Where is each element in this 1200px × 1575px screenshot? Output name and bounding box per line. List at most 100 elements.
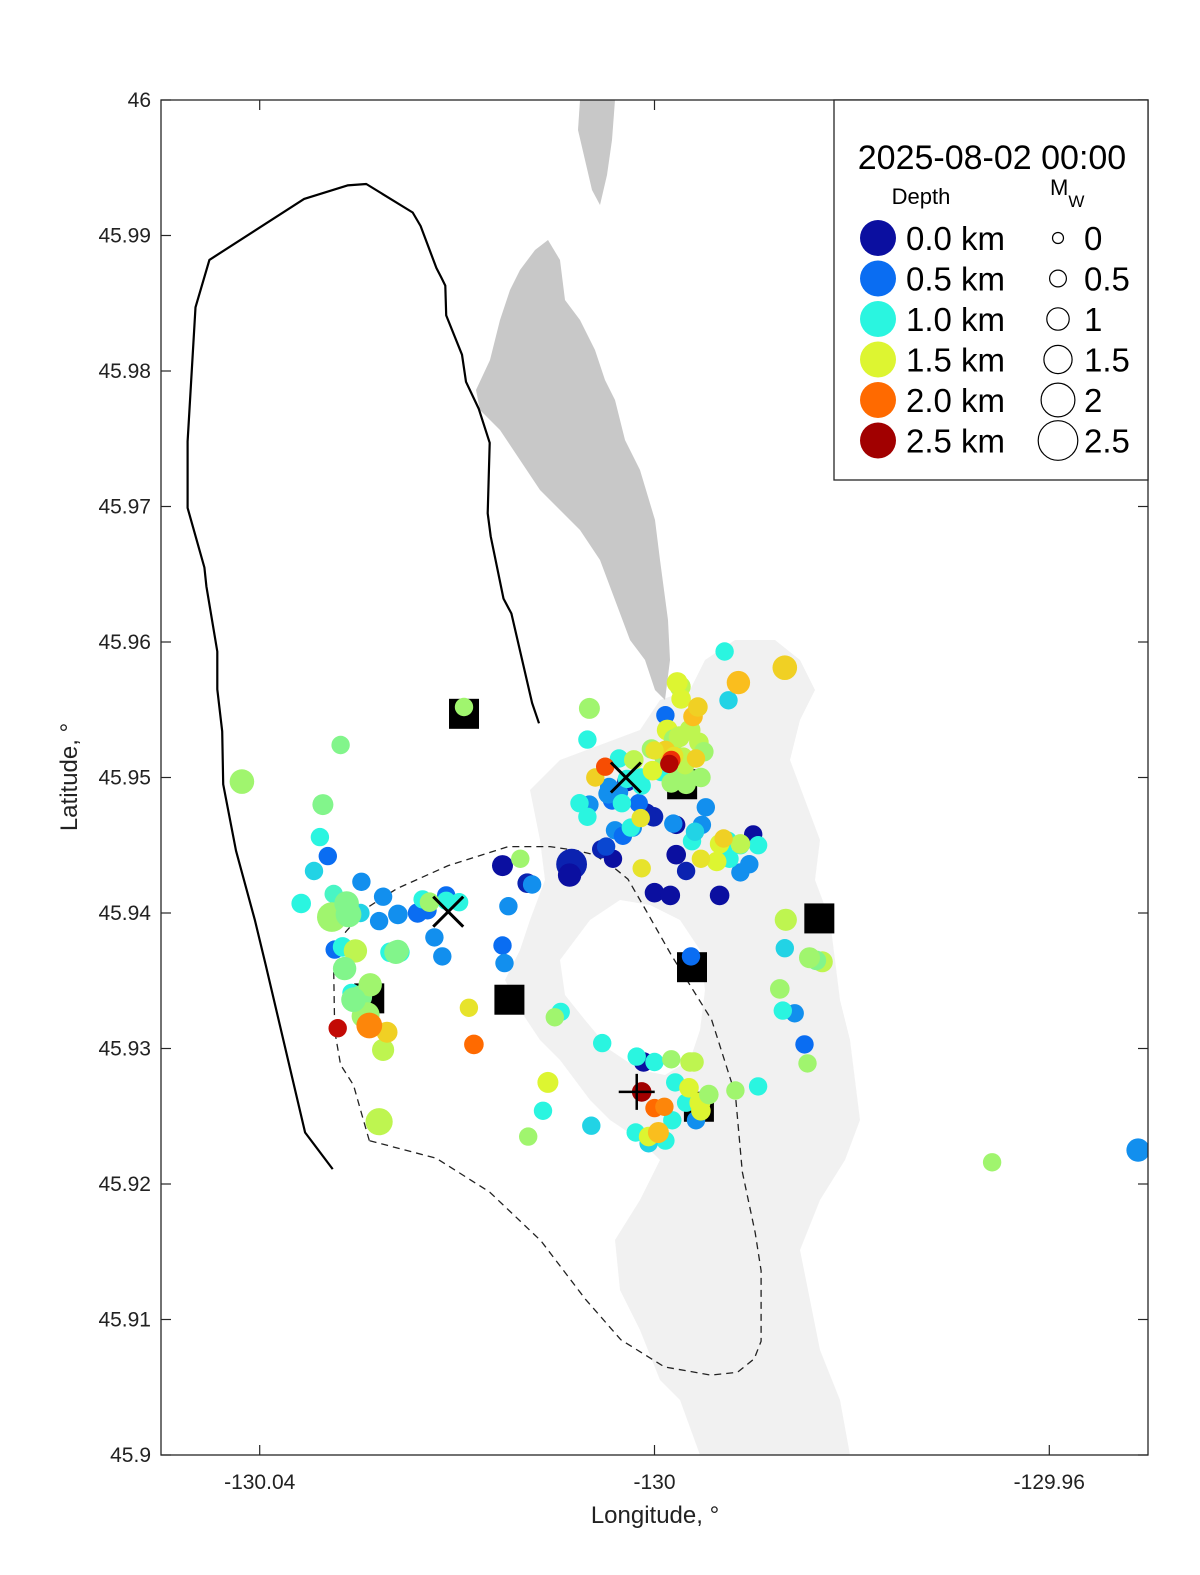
earthquake-point <box>419 892 440 912</box>
earthquake-point <box>365 1108 393 1136</box>
legend-depth-swatch <box>860 422 896 459</box>
earthquake-point <box>663 1111 682 1130</box>
earthquake-point <box>799 947 820 969</box>
earthquake-point <box>645 1052 664 1072</box>
earthquake-point <box>706 851 727 872</box>
earthquake-point <box>631 808 650 828</box>
earthquake-point <box>676 774 696 795</box>
new-flow-shading <box>578 100 615 205</box>
x-marker <box>609 761 642 794</box>
earthquake-point <box>372 1038 395 1061</box>
y-tick-label: 45.96 <box>98 631 151 654</box>
earthquake-point <box>660 754 679 774</box>
legend-depth-label: 2.5 km <box>906 423 1005 460</box>
earthquake-point <box>352 872 371 891</box>
legend-depth-label: 2.0 km <box>906 382 1005 419</box>
legend-depth-header: Depth <box>892 184 951 209</box>
earthquake-point <box>773 1001 792 1020</box>
earthquake-point <box>664 814 683 833</box>
earthquake-point <box>795 1035 814 1054</box>
earthquake-point <box>740 855 759 874</box>
earthquake-point <box>699 1084 719 1105</box>
terrain-layer <box>476 100 860 1455</box>
earthquake-point <box>388 904 408 925</box>
earthquake-point <box>492 855 513 877</box>
earthquake-point <box>774 908 797 931</box>
earthquake-point <box>570 794 589 813</box>
earthquake-point <box>331 735 350 755</box>
earthquake-point <box>798 1054 817 1073</box>
x-axis-label: Longitude, ° <box>591 1502 719 1529</box>
legend-mag-circle <box>1043 344 1073 375</box>
legend-mag-circle <box>1040 382 1076 418</box>
legend-depth-swatch <box>860 341 896 378</box>
legend-date: 2025-08-02 00:00 <box>858 139 1126 177</box>
earthquake-point <box>688 697 708 717</box>
earthquake-point <box>671 689 691 709</box>
earthquake-point <box>369 911 389 931</box>
earthquake-point <box>726 1081 745 1100</box>
x-tick-label: -130.04 <box>224 1471 296 1494</box>
legend: 2025-08-02 00:00 Depth MW 0.0 km0.5 km1.… <box>833 99 1149 481</box>
earthquake-point <box>593 1033 612 1053</box>
y-tick-label: 45.98 <box>98 360 151 383</box>
earthquake-point <box>519 1127 538 1146</box>
earthquake-point <box>557 863 582 887</box>
earthquake-point <box>647 1122 669 1143</box>
earthquake-point <box>343 939 368 963</box>
earthquake-point <box>358 973 382 997</box>
earthquake-point <box>318 846 337 866</box>
earthquake-point <box>384 940 408 964</box>
earthquake-point <box>596 837 616 856</box>
legend-depth-swatch <box>860 260 896 297</box>
legend-depth-label: 1.0 km <box>906 301 1005 338</box>
y-tick-label: 46 <box>128 89 151 112</box>
earthquake-point <box>612 794 632 813</box>
earthquake-point <box>666 844 686 865</box>
earthquake-point <box>696 798 715 817</box>
earthquake-point <box>632 859 651 878</box>
y-tick-label: 45.9 <box>110 1444 151 1467</box>
legend-mag-circle <box>1051 231 1065 245</box>
y-tick-label: 45.99 <box>98 225 151 248</box>
earthquake-point <box>656 706 675 725</box>
y-axis-label: Latitude, ° <box>56 723 83 831</box>
earthquake-point <box>433 947 452 966</box>
earthquake-point <box>748 836 768 855</box>
data-layer <box>186 182 1148 1376</box>
earthquake-point <box>627 1047 646 1066</box>
legend-depth-label: 1.5 km <box>906 342 1005 379</box>
y-tick-label: 45.91 <box>98 1309 151 1332</box>
earthquake-point <box>609 749 629 768</box>
earthquake-point <box>341 987 366 1012</box>
y-tick-label: 45.94 <box>98 902 151 925</box>
legend-mag-label: 2.5 <box>1084 423 1130 460</box>
earthquake-point <box>454 697 474 717</box>
earthquake-point <box>655 1097 674 1117</box>
caldera-floor <box>560 900 705 1075</box>
earthquake-point <box>685 822 705 841</box>
earthquake-point <box>335 901 362 928</box>
legend-mag-label: 1.5 <box>1084 342 1130 379</box>
earthquake-point <box>582 1116 601 1135</box>
legend-mag-label: 0.5 <box>1084 261 1130 298</box>
earthquake-point <box>578 807 597 826</box>
legend-mag-circle <box>1037 420 1079 461</box>
station-marker <box>494 984 525 1015</box>
flow-shading <box>476 240 670 700</box>
earthquake-point <box>464 1034 484 1055</box>
legend-mag-label: 1 <box>1084 301 1102 338</box>
earthquake-point <box>312 794 334 816</box>
earthquake-point <box>328 1018 347 1038</box>
earthquake-point <box>644 882 665 903</box>
legend-depth-swatch <box>860 382 896 418</box>
earthquake-point <box>332 956 357 981</box>
legend-mag-symbol: M <box>1050 175 1068 200</box>
earthquake-point <box>681 947 701 966</box>
legend-depth-swatch <box>860 301 896 337</box>
earthquake-point <box>1126 1138 1148 1162</box>
legend-depth-swatch <box>860 220 896 256</box>
earthquake-point <box>578 730 597 749</box>
y-tick-label: 45.95 <box>98 767 151 790</box>
